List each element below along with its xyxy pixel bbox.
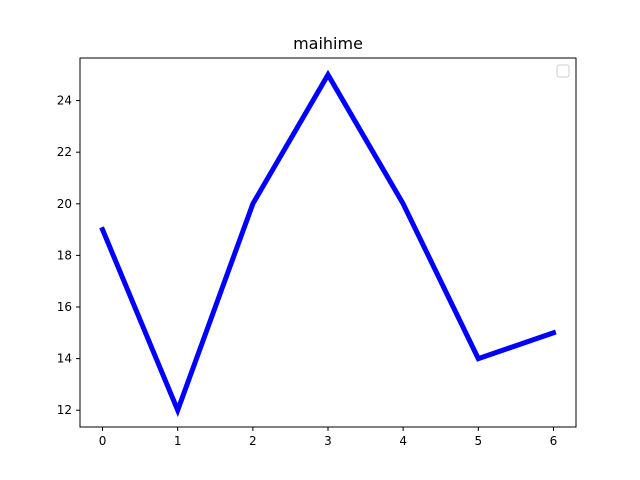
legend-box <box>556 64 570 78</box>
x-tick-label: 4 <box>399 434 407 448</box>
x-tick-label: 5 <box>474 434 482 448</box>
y-tick-label: 24 <box>57 94 72 108</box>
x-tick-label: 6 <box>550 434 558 448</box>
y-tick-label: 16 <box>57 300 72 314</box>
x-tick-label: 2 <box>249 434 257 448</box>
chart-title: maihime <box>293 34 363 53</box>
x-tick-label: 1 <box>174 434 182 448</box>
series-line-0 <box>99 69 557 418</box>
y-tick-label: 18 <box>57 248 72 262</box>
x-tick-label: 0 <box>99 434 107 448</box>
x-tick-label: 3 <box>324 434 332 448</box>
y-tick-label: 12 <box>57 403 72 417</box>
y-tick-label: 22 <box>57 145 72 159</box>
y-tick-label: 14 <box>57 352 72 366</box>
y-tick-label: 20 <box>57 197 72 211</box>
